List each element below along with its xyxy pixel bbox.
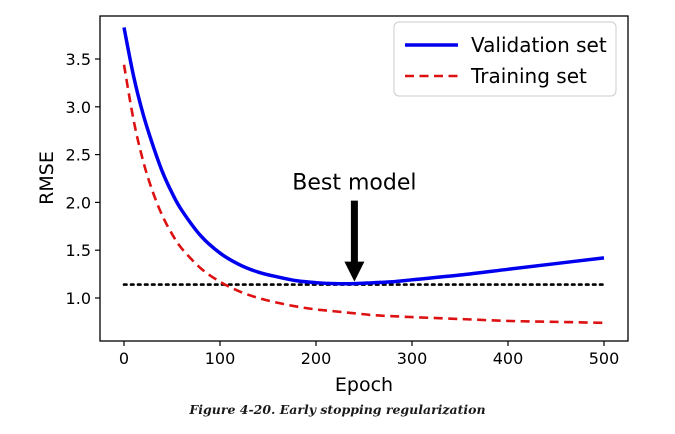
y-tick-label: 3.5 bbox=[66, 50, 91, 69]
x-tick-label: 300 bbox=[397, 349, 428, 368]
x-tick-label: 200 bbox=[301, 349, 332, 368]
x-tick-label: 500 bbox=[589, 349, 620, 368]
legend: Validation set Training set bbox=[394, 22, 616, 96]
early-stopping-chart: 0 100 200 300 400 500 1.0 1.5 2.0 2.5 3.0 3.5 Epoc… bbox=[0, 0, 675, 400]
y-tick-label: 2.0 bbox=[66, 193, 91, 212]
figure-caption: Figure 4-20. Early stopping regularizati… bbox=[0, 402, 675, 417]
legend-training-label: Training set bbox=[470, 64, 587, 88]
y-tick-label: 1.0 bbox=[66, 289, 91, 308]
x-tick-label: 100 bbox=[205, 349, 236, 368]
x-tick-label: 0 bbox=[119, 349, 129, 368]
y-tick-label: 3.0 bbox=[66, 98, 91, 117]
best-model-label: Best model bbox=[292, 171, 416, 196]
legend-validation-label: Validation set bbox=[471, 33, 607, 57]
y-axis-ticks: 1.0 1.5 2.0 2.5 3.0 3.5 bbox=[66, 50, 100, 308]
y-axis-label: RMSE bbox=[36, 151, 58, 205]
best-model-arrow-head bbox=[344, 262, 364, 282]
x-tick-label: 400 bbox=[493, 349, 524, 368]
x-axis-ticks: 0 100 200 300 400 500 bbox=[119, 341, 619, 368]
y-tick-label: 2.5 bbox=[66, 146, 91, 165]
x-axis-label: Epoch bbox=[335, 374, 393, 396]
best-model-annotation: Best model bbox=[292, 171, 416, 282]
y-tick-label: 1.5 bbox=[66, 241, 91, 260]
